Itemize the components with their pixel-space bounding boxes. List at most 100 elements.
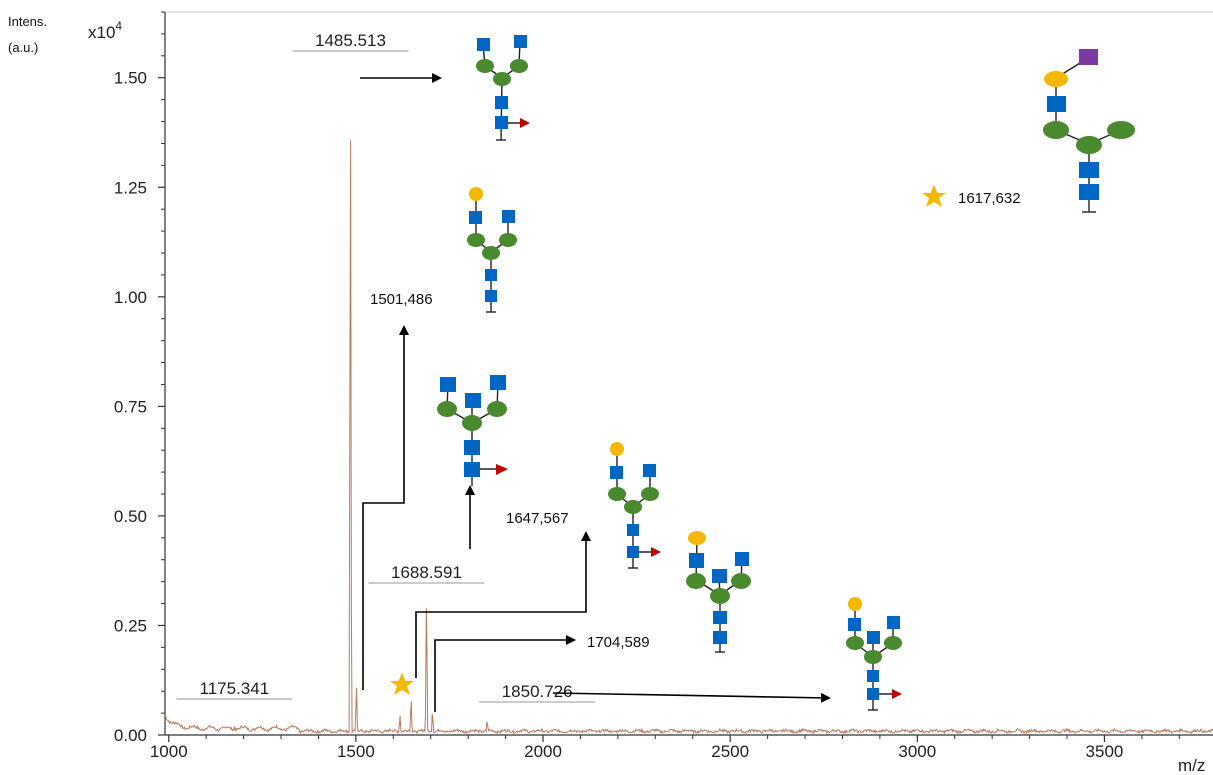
y-tick-label: 1.50	[114, 69, 147, 88]
glcnac-square-icon	[464, 462, 480, 477]
x-tick-label: 2000	[524, 742, 562, 761]
mannose-circle-icon	[487, 401, 507, 417]
galactose-circle-icon	[469, 187, 483, 201]
mannose-circle-icon	[476, 59, 494, 73]
annotation-1501-486: 1501,486	[370, 291, 433, 308]
y-tick-label: 0.50	[114, 507, 147, 526]
x-tick-label: 3500	[1086, 742, 1124, 761]
axis-ticks: 1000 1500 2000 2500 3000 3500 0.00 0.25 0.50 0.75…	[114, 11, 1180, 761]
x-tick-label: 2500	[711, 742, 749, 761]
y-tick-label: 0.25	[114, 616, 147, 635]
peak-labels: 1485.513 1688.591 1850.726 1175.341	[176, 31, 596, 703]
glcnac-square-icon	[440, 377, 456, 392]
x-tick-label: 1500	[337, 742, 375, 761]
glycan-structure-1647	[608, 442, 661, 569]
mannose-circle-icon	[482, 246, 500, 260]
mannose-circle-icon	[1043, 121, 1069, 139]
y-tick-label: 1.00	[114, 288, 147, 307]
glcnac-square-icon	[465, 393, 481, 408]
glcnac-square-icon	[867, 688, 879, 700]
sialic-acid-square-icon	[1079, 49, 1098, 65]
x-axis-label: m/z	[1178, 756, 1205, 775]
arrow-1704-glycan	[434, 635, 576, 712]
y-axis-multiplier-base: x10	[88, 23, 115, 42]
glcnac-square-icon	[495, 96, 508, 109]
mannose-circle-icon	[710, 588, 730, 604]
x-tick-label: 3000	[898, 742, 936, 761]
glycan-structure-1617	[1043, 49, 1135, 213]
peak-label-text: 1175.341	[200, 679, 270, 698]
mannose-circle-icon	[864, 650, 882, 664]
glcnac-square-icon	[867, 670, 879, 682]
mannose-circle-icon	[608, 487, 626, 501]
glcnac-square-icon	[689, 553, 704, 568]
glycan-structure-1850	[846, 597, 902, 711]
mannose-circle-icon	[510, 59, 528, 73]
galactose-circle-icon	[610, 442, 624, 456]
glcnac-square-icon	[713, 631, 727, 644]
mannose-circle-icon	[499, 233, 517, 247]
mannose-circle-icon	[686, 573, 706, 589]
y-axis-unit: (a.u.)	[8, 40, 38, 55]
peak-label-text: 1688.591	[391, 563, 462, 582]
glcnac-square-icon	[1047, 96, 1066, 112]
glycan-structure-1501	[467, 187, 517, 313]
glcnac-square-icon	[1079, 184, 1099, 200]
glcnac-square-icon	[867, 631, 880, 644]
mannose-circle-icon	[462, 415, 482, 431]
glcnac-square-icon	[643, 464, 656, 477]
mannose-circle-icon	[731, 573, 751, 589]
glycan-structure-1704	[686, 531, 751, 653]
y-axis-multiplier: x104	[88, 19, 122, 42]
glcnac-square-icon	[848, 618, 861, 631]
glcnac-square-icon	[887, 616, 900, 629]
arrow-1501-glycan	[362, 325, 409, 690]
fucose-triangle-icon	[496, 464, 508, 475]
x-tick-label: 1000	[150, 742, 188, 761]
glcnac-square-icon	[502, 210, 515, 223]
annotation-arrows	[360, 73, 831, 712]
y-axis-label: Intens.	[8, 14, 47, 29]
galactose-circle-icon	[848, 597, 862, 611]
galactose-circle-icon	[1044, 71, 1068, 87]
peak-label-text: 1485.513	[315, 31, 386, 50]
glcnac-square-icon	[627, 546, 639, 558]
y-tick-label: 0.75	[114, 397, 147, 416]
fucose-triangle-icon	[892, 689, 902, 699]
mannose-circle-icon	[493, 72, 511, 86]
mannose-circle-icon	[1076, 136, 1102, 154]
y-axis-multiplier-exponent: 4	[115, 19, 122, 33]
glcnac-square-icon	[490, 375, 506, 390]
glcnac-square-icon	[713, 611, 727, 624]
mannose-circle-icon	[437, 401, 457, 417]
glcnac-square-icon	[735, 552, 749, 566]
mannose-circle-icon	[641, 487, 659, 501]
glcnac-square-icon	[485, 290, 497, 302]
glcnac-square-icon	[485, 269, 497, 281]
spectrum-series-line	[164, 140, 1213, 735]
fucose-triangle-icon	[651, 547, 661, 557]
mannose-circle-icon	[846, 636, 864, 650]
galactose-circle-icon	[688, 531, 706, 545]
glcnac-square-icon	[477, 38, 490, 51]
star-marker-legend-1617	[922, 185, 946, 207]
fucose-triangle-icon	[520, 118, 530, 128]
glcnac-square-icon	[712, 569, 727, 583]
glcnac-square-icon	[514, 35, 527, 48]
annotation-1704-589: 1704,589	[587, 634, 650, 651]
arrow-1850-glycan	[552, 692, 831, 703]
mannose-circle-icon	[467, 233, 485, 247]
arrow-1647-glycan	[415, 531, 591, 678]
y-tick-label: 0.00	[114, 726, 147, 745]
mannose-circle-icon	[1107, 121, 1135, 139]
glcnac-square-icon	[1079, 162, 1099, 178]
annotation-1647-567: 1647,567	[506, 510, 569, 527]
glycan-structure-1688	[437, 375, 508, 486]
mannose-circle-icon	[624, 500, 642, 514]
star-marker-peak-1617	[390, 673, 414, 695]
peak-label-text: 1850.726	[502, 682, 573, 701]
glcnac-square-icon	[469, 211, 482, 224]
glcnac-square-icon	[627, 524, 639, 536]
glcnac-square-icon	[610, 466, 623, 479]
